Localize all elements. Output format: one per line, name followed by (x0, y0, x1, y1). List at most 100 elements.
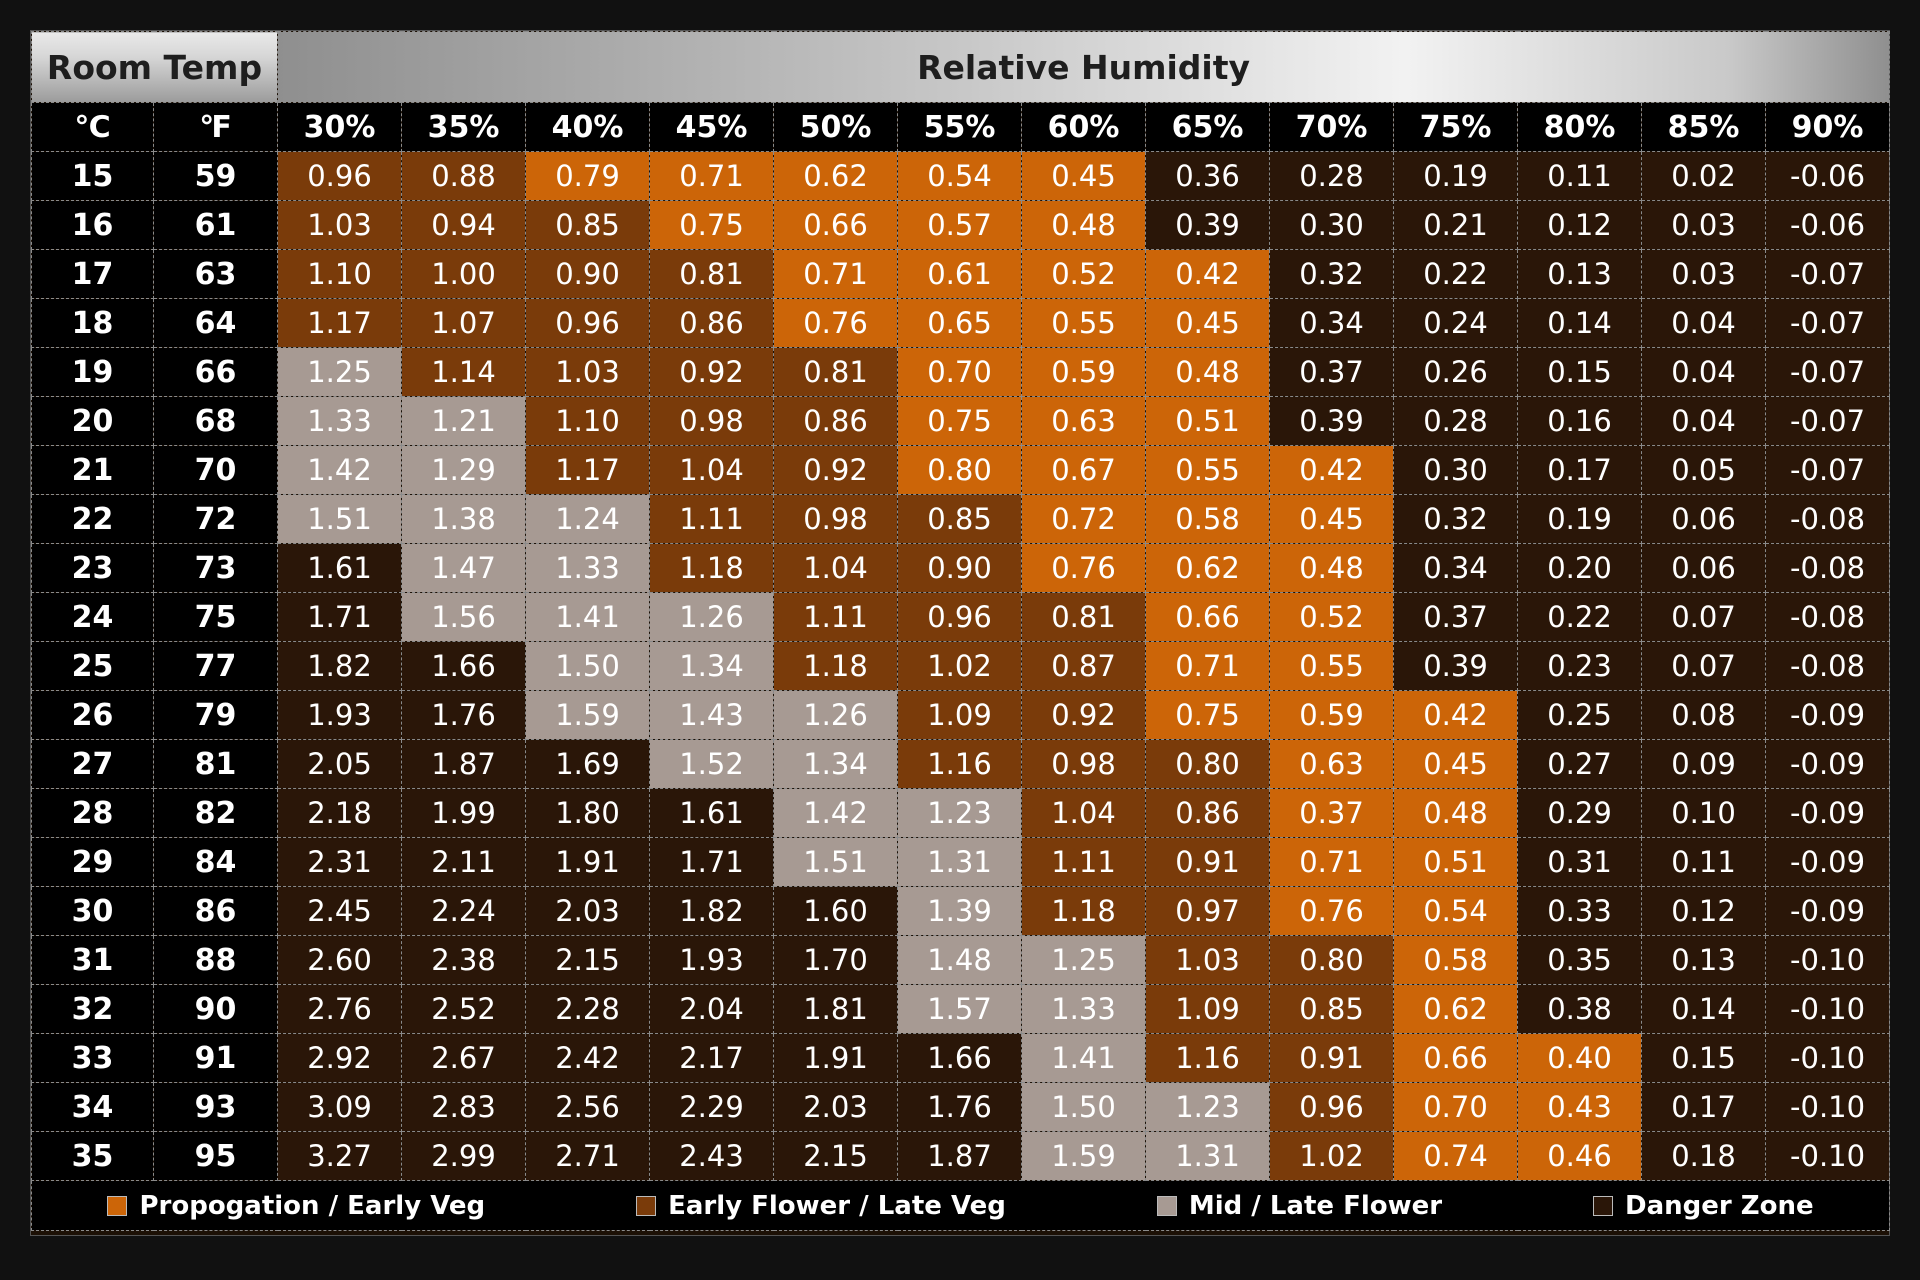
table-row: 31 88 2.60 2.38 2.15 1.93 1.70 1.48 1.25 1.03 0.80… (31, 935, 1891, 985)
vpd-cell: 0.15 (1641, 1033, 1766, 1083)
vpd-cell: 1.39 (897, 886, 1022, 936)
vpd-cell: 1.25 (1021, 935, 1146, 985)
celsius-cell: 17 (31, 249, 154, 299)
celsius-cell: 32 (31, 984, 154, 1034)
fahrenheit-cell: 82 (153, 788, 278, 838)
vpd-cell: -0.08 (1764, 494, 1891, 544)
vpd-cell: 0.80 (897, 445, 1022, 495)
vpd-cell: 0.21 (1393, 200, 1518, 250)
vpd-cell: 1.61 (649, 788, 774, 838)
vpd-cell: 2.04 (649, 984, 774, 1034)
vpd-cell: 0.91 (1145, 837, 1270, 887)
vpd-cell: 1.26 (649, 592, 774, 642)
vpd-cell: 0.04 (1641, 347, 1766, 397)
vpd-cell: 2.43 (649, 1131, 774, 1181)
celsius-cell: 20 (31, 396, 154, 446)
vpd-cell: 0.02 (1641, 151, 1766, 201)
vpd-cell: -0.06 (1764, 151, 1891, 201)
vpd-cell: 0.08 (1641, 690, 1766, 740)
header-row: Room Temp Relative Humidity (31, 31, 1891, 103)
vpd-cell: 1.03 (525, 347, 650, 397)
vpd-cell: 1.51 (277, 494, 402, 544)
vpd-cell: 1.52 (649, 739, 774, 789)
celsius-cell: 30 (31, 886, 154, 936)
vpd-cell: 0.75 (1145, 690, 1270, 740)
vpd-cell: 0.03 (1641, 249, 1766, 299)
vpd-cell: 0.63 (1269, 739, 1394, 789)
vpd-cell: 0.46 (1517, 1131, 1642, 1181)
vpd-cell: 0.40 (1517, 1033, 1642, 1083)
vpd-cell: 0.42 (1393, 690, 1518, 740)
vpd-cell: 0.58 (1145, 494, 1270, 544)
vpd-cell: 2.15 (525, 935, 650, 985)
vpd-cell: 0.34 (1393, 543, 1518, 593)
celsius-cell: 22 (31, 494, 154, 544)
vpd-cell: 0.76 (1021, 543, 1146, 593)
vpd-cell: 1.25 (277, 347, 402, 397)
fahrenheit-cell: 72 (153, 494, 278, 544)
vpd-cell: 0.15 (1517, 347, 1642, 397)
vpd-cell: 0.97 (1145, 886, 1270, 936)
fahrenheit-cell: 81 (153, 739, 278, 789)
vpd-cell: 0.70 (1393, 1082, 1518, 1132)
vpd-cell: -0.10 (1764, 1033, 1891, 1083)
vpd-cell: 0.86 (773, 396, 898, 446)
fahrenheit-cell: 86 (153, 886, 278, 936)
vpd-cell: 2.29 (649, 1082, 774, 1132)
vpd-cell: 0.62 (1145, 543, 1270, 593)
humidity-column-header: 80% (1517, 102, 1642, 152)
table-row: 16 61 1.03 0.94 0.85 0.75 0.66 0.57 0.48 0.39 0.30… (31, 200, 1891, 250)
vpd-cell: 1.51 (773, 837, 898, 887)
humidity-column-header: 55% (897, 102, 1022, 152)
celsius-cell: 35 (31, 1131, 154, 1181)
humidity-column-header: 40% (525, 102, 650, 152)
vpd-cell: 1.47 (401, 543, 526, 593)
vpd-cell: 0.96 (525, 298, 650, 348)
celsius-cell: 26 (31, 690, 154, 740)
vpd-cell: 1.99 (401, 788, 526, 838)
table-row: 23 73 1.61 1.47 1.33 1.18 1.04 0.90 0.76 0.62 0.48… (31, 543, 1891, 593)
fahrenheit-cell: 63 (153, 249, 278, 299)
vpd-cell: 0.14 (1517, 298, 1642, 348)
vpd-cell: 1.10 (525, 396, 650, 446)
vpd-cell: 0.76 (1269, 886, 1394, 936)
vpd-cell: 0.39 (1269, 396, 1394, 446)
vpd-cell: 0.20 (1517, 543, 1642, 593)
vpd-cell: 1.34 (773, 739, 898, 789)
vpd-cell: 0.30 (1393, 445, 1518, 495)
celsius-cell: 28 (31, 788, 154, 838)
celsius-cell: 16 (31, 200, 154, 250)
vpd-cell: 0.96 (897, 592, 1022, 642)
celsius-cell: 21 (31, 445, 154, 495)
celsius-cell: 29 (31, 837, 154, 887)
vpd-cell: -0.09 (1764, 690, 1891, 740)
vpd-cell: 0.76 (773, 298, 898, 348)
vpd-cell: 0.17 (1517, 445, 1642, 495)
vpd-cell: 1.87 (401, 739, 526, 789)
fahrenheit-cell: 93 (153, 1082, 278, 1132)
table-row: 20 68 1.33 1.21 1.10 0.98 0.86 0.75 0.63 0.51 0.39… (31, 396, 1891, 446)
vpd-cell: 1.17 (525, 445, 650, 495)
fahrenheit-cell: 68 (153, 396, 278, 446)
vpd-cell: 0.98 (773, 494, 898, 544)
vpd-cell: 0.04 (1641, 396, 1766, 446)
vpd-cell: 1.09 (897, 690, 1022, 740)
vpd-cell: 0.57 (897, 200, 1022, 250)
vpd-cell: 1.93 (649, 935, 774, 985)
fahrenheit-cell: 66 (153, 347, 278, 397)
vpd-cell: 0.66 (1393, 1033, 1518, 1083)
fahrenheit-cell: 77 (153, 641, 278, 691)
vpd-cell: 0.75 (897, 396, 1022, 446)
vpd-cell: 2.24 (401, 886, 526, 936)
table-row: 25 77 1.82 1.66 1.50 1.34 1.18 1.02 0.87 0.71 0.55… (31, 641, 1891, 691)
humidity-column-header: 50% (773, 102, 898, 152)
vpd-cell: 3.09 (277, 1082, 402, 1132)
table-row: 30 86 2.45 2.24 2.03 1.82 1.60 1.39 1.18 0.97 0.76… (31, 886, 1891, 936)
vpd-cell: 2.71 (525, 1131, 650, 1181)
vpd-cell: 1.02 (897, 641, 1022, 691)
vpd-cell: 0.27 (1517, 739, 1642, 789)
vpd-cell: 0.09 (1641, 739, 1766, 789)
vpd-cell: 0.54 (1393, 886, 1518, 936)
vpd-cell: 0.80 (1269, 935, 1394, 985)
celsius-cell: 19 (31, 347, 154, 397)
